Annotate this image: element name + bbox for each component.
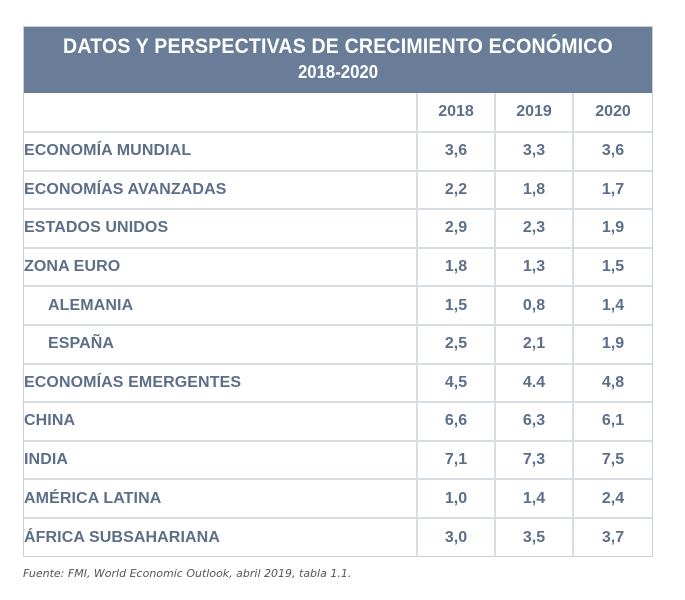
value-cell-2020: 1,5: [572, 246, 652, 288]
growth-table-card: DATOS Y PERSPECTIVAS DE CRECIMIENTO ECON…: [23, 26, 653, 557]
table-subtitle: 2018-2020: [297, 62, 379, 82]
value-cell-2019: 3,3: [494, 131, 574, 172]
value-cell-2019: 4.4: [494, 362, 574, 404]
value-cell-2019: 6,3: [494, 401, 574, 442]
table-row-china: CHINA 6,6 6,3 6,1: [24, 401, 652, 442]
row-label: CHINA: [24, 401, 418, 442]
value-cell-2018: 3,0: [416, 516, 496, 557]
value-cell-2019: 3,5: [494, 516, 574, 557]
value-cell-2020: 1,7: [572, 169, 652, 211]
table-row-economia-mundial: ECONOMÍA MUNDIAL 3,6 3,3 3,6: [24, 131, 652, 172]
table-row-economias-avanzadas: ECONOMÍAS AVANZADAS 2,2 1,8 1,7: [24, 169, 652, 211]
value-cell-2020: 1,9: [572, 208, 652, 249]
header-year-2018: 2018: [416, 93, 496, 133]
value-cell-2018: 1,8: [416, 246, 496, 288]
row-label: ESTADOS UNIDOS: [24, 208, 418, 249]
source-note: Fuente: FMI, World Economic Outlook, abr…: [23, 567, 352, 580]
row-label: ÁFRICA SUBSAHARIANA: [24, 516, 418, 557]
value-cell-2018: 2,5: [416, 323, 496, 365]
value-cell-2020: 4,8: [572, 362, 652, 404]
row-label: ECONOMÍAS EMERGENTES: [24, 362, 418, 404]
value-cell-2019: 1,4: [494, 478, 574, 519]
value-cell-2019: 1,3: [494, 246, 574, 288]
header-label-cell: [24, 93, 418, 133]
table-row-alemania: ALEMANIA 1,5 0,8 1,4: [24, 285, 652, 326]
value-cell-2018: 3,6: [416, 131, 496, 172]
value-cell-2020: 3,6: [572, 131, 652, 172]
value-cell-2018: 7,1: [416, 439, 496, 481]
header-year-2020: 2020: [572, 93, 652, 133]
value-cell-2020: 2,4: [572, 478, 652, 519]
table-row-africa-subsahariana: ÁFRICA SUBSAHARIANA 3,0 3,5 3,7: [24, 516, 652, 557]
table-row-zona-euro: ZONA EURO 1,8 1,3 1,5: [24, 246, 652, 288]
value-cell-2020: 6,1: [572, 401, 652, 442]
value-cell-2019: 2,1: [494, 323, 574, 365]
value-cell-2018: 2,9: [416, 208, 496, 249]
table-row-economias-emergentes: ECONOMÍAS EMERGENTES 4,5 4.4 4,8: [24, 362, 652, 404]
value-cell-2020: 7,5: [572, 439, 652, 481]
table-title-bar: DATOS Y PERSPECTIVAS DE CRECIMIENTO ECON…: [24, 27, 652, 93]
table-row-espana: ESPAÑA 2,5 2,1 1,9: [24, 323, 652, 365]
row-label: ESPAÑA: [24, 323, 418, 365]
table-row-india: INDIA 7,1 7,3 7,5: [24, 439, 652, 481]
table-row-america-latina: AMÉRICA LATINA 1,0 1,4 2,4: [24, 478, 652, 519]
row-label: AMÉRICA LATINA: [24, 478, 418, 519]
value-cell-2019: 7,3: [494, 439, 574, 481]
table-row-estados-unidos: ESTADOS UNIDOS 2,9 2,3 1,9: [24, 208, 652, 249]
row-label: ECONOMÍA MUNDIAL: [24, 131, 418, 172]
row-label: ZONA EURO: [24, 246, 418, 288]
value-cell-2018: 2,2: [416, 169, 496, 211]
value-cell-2018: 1,0: [416, 478, 496, 519]
row-label: INDIA: [24, 439, 418, 481]
value-cell-2020: 3,7: [572, 516, 652, 557]
value-cell-2020: 1,4: [572, 285, 652, 326]
header-year-2019: 2019: [494, 93, 574, 133]
row-label: ECONOMÍAS AVANZADAS: [24, 169, 418, 211]
value-cell-2020: 1,9: [572, 323, 652, 365]
value-cell-2018: 1,5: [416, 285, 496, 326]
value-cell-2019: 1,8: [494, 169, 574, 211]
table-title: DATOS Y PERSPECTIVAS DE CRECIMIENTO ECON…: [63, 35, 613, 58]
growth-table: 2018 2019 2020 ECONOMÍA MUNDIAL 3,6 3,3 3,6…: [24, 93, 652, 557]
value-cell-2019: 2,3: [494, 208, 574, 249]
growth-table-body: 2018 2019 2020 ECONOMÍA MUNDIAL 3,6 3,3 3,6…: [24, 93, 652, 557]
value-cell-2018: 6,6: [416, 401, 496, 442]
value-cell-2019: 0,8: [494, 285, 574, 326]
value-cell-2018: 4,5: [416, 362, 496, 404]
row-label: ALEMANIA: [24, 285, 418, 326]
table-header-row: 2018 2019 2020: [24, 93, 652, 133]
